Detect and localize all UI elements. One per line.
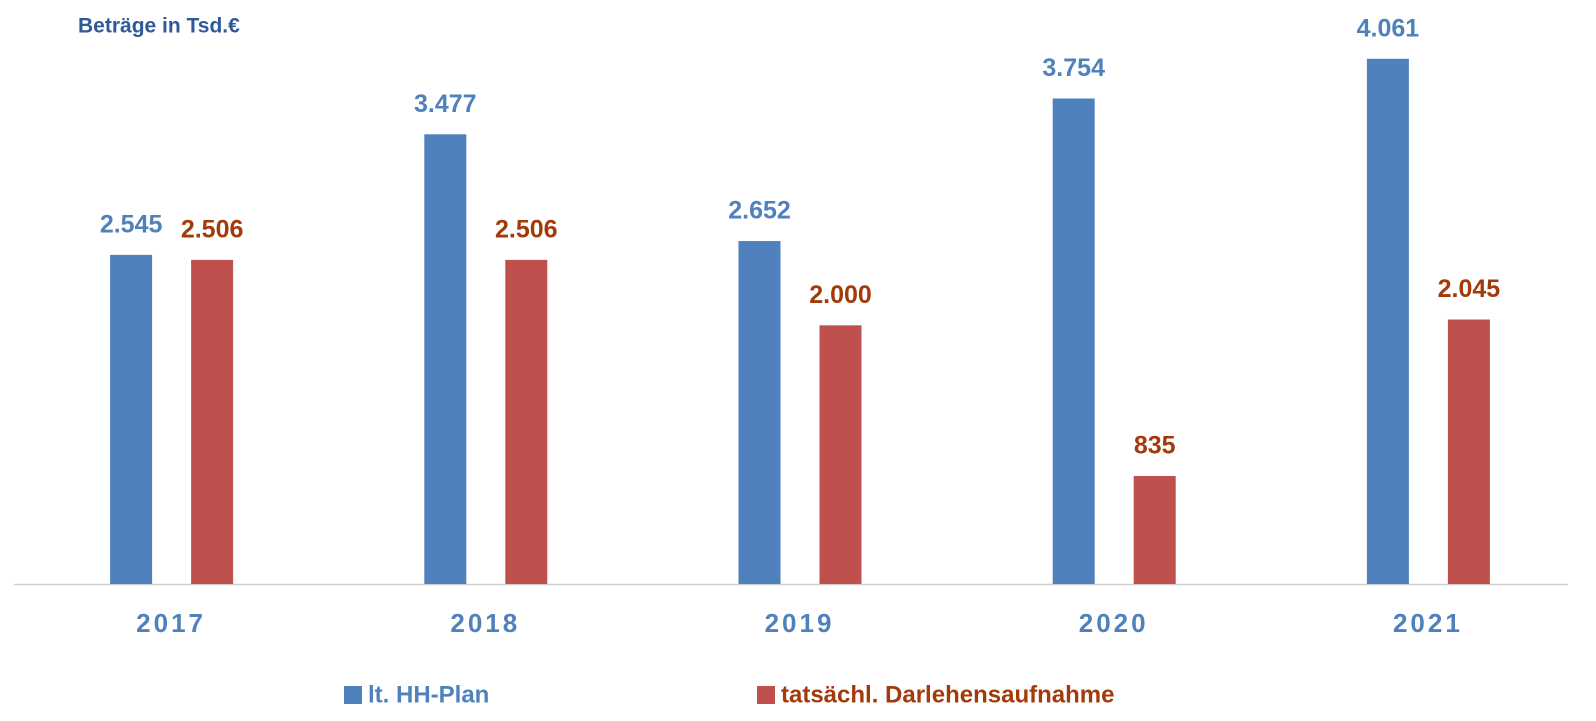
x-tick-label: 2017: [136, 608, 206, 638]
bar: [191, 259, 234, 584]
chart-title: Beträge in Tsd.€: [78, 15, 240, 38]
x-tick-label: 2019: [765, 608, 835, 638]
legend-swatch: [757, 686, 775, 704]
value-label: 2.045: [1438, 275, 1501, 303]
value-label: 3.754: [1042, 54, 1105, 82]
value-label: 4.061: [1357, 14, 1420, 42]
legend-label: tatsächl. Darlehensaufnahme: [781, 681, 1114, 708]
value-label: 3.477: [414, 90, 477, 118]
bar: [505, 259, 548, 584]
bar: [1366, 58, 1409, 584]
value-label: 2.545: [100, 210, 163, 238]
x-tick-label: 2020: [1079, 608, 1149, 638]
bar: [1052, 98, 1095, 584]
x-tick-label: 2021: [1393, 608, 1463, 638]
bar: [110, 254, 153, 584]
bar: [819, 325, 862, 584]
bar: [1133, 476, 1176, 584]
x-tick-label: 2018: [450, 608, 520, 638]
bar: [424, 134, 467, 585]
legend-swatch: [344, 686, 362, 704]
bar: [738, 241, 781, 584]
bar: [1447, 319, 1490, 584]
value-label: 2.506: [495, 216, 558, 244]
legend-label: lt. HH-Plan: [368, 681, 489, 708]
value-label: 2.000: [809, 281, 872, 309]
value-label: 835: [1134, 432, 1176, 460]
value-label: 2.506: [181, 216, 244, 244]
value-label: 2.652: [728, 197, 791, 225]
